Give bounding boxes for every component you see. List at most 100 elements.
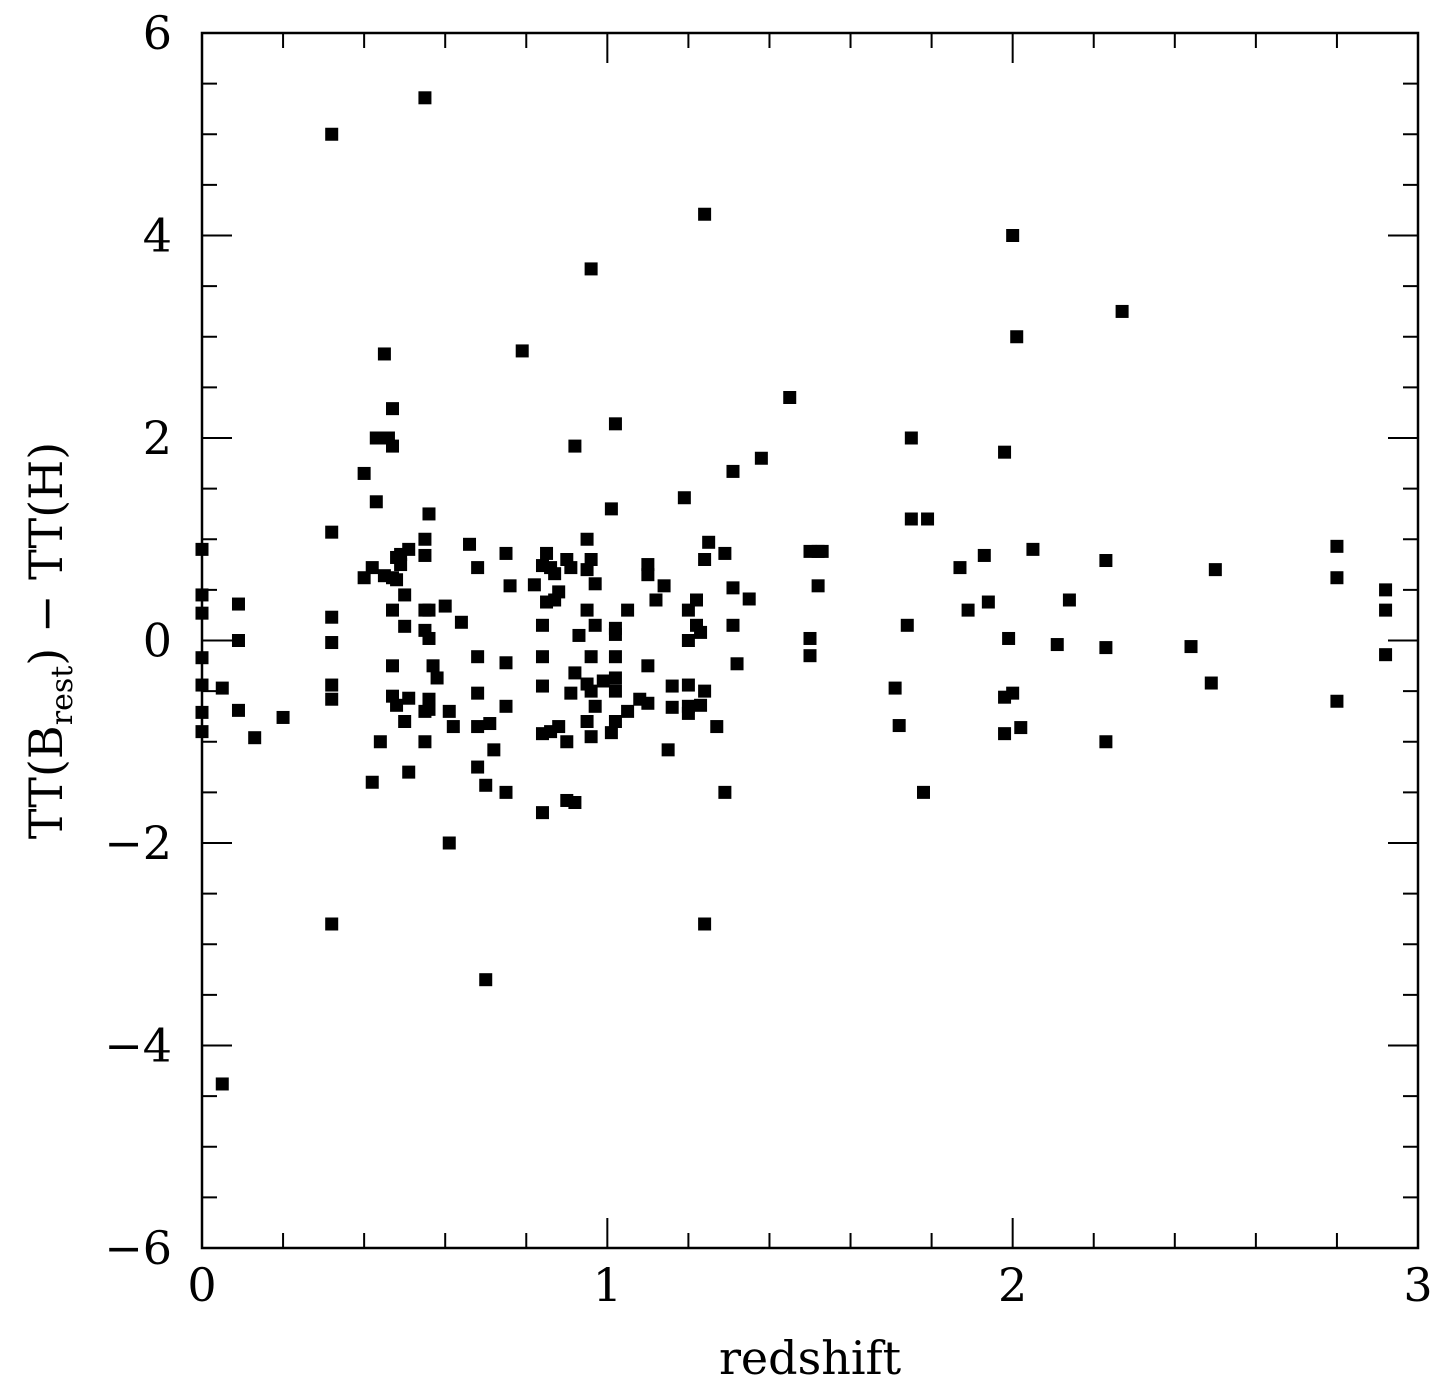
y-tick-label: −6: [104, 1221, 172, 1275]
x-tick-label: 1: [593, 1258, 622, 1312]
data-point: [580, 603, 594, 617]
data-point: [398, 715, 412, 728]
data-point: [580, 715, 594, 728]
data-point: [584, 650, 598, 664]
y-tick-label: 0: [143, 614, 172, 668]
data-point: [604, 502, 618, 516]
data-point: [552, 720, 566, 734]
data-point: [479, 973, 493, 987]
data-point: [803, 631, 817, 645]
data-point: [422, 603, 436, 617]
y-tick-label: −4: [104, 1019, 172, 1073]
data-point: [803, 649, 817, 663]
data-point: [418, 735, 432, 749]
data-point: [665, 679, 679, 693]
data-point: [572, 628, 586, 642]
data-point: [398, 588, 412, 602]
data-point: [471, 561, 485, 575]
data-point: [580, 563, 594, 577]
data-point: [552, 585, 566, 599]
data-point: [588, 699, 602, 713]
data-point: [487, 743, 501, 757]
data-point: [621, 603, 635, 617]
data-point: [710, 720, 724, 734]
data-point: [386, 402, 400, 416]
y-tick-label: 2: [143, 411, 172, 465]
data-point: [479, 778, 493, 792]
data-point: [921, 512, 935, 526]
data-point: [325, 610, 339, 624]
data-point: [698, 207, 712, 221]
data-point: [499, 699, 513, 713]
data-point: [1026, 542, 1040, 556]
data-point: [499, 656, 513, 670]
data-point: [394, 558, 408, 572]
y-axis-label-subscript: rest: [45, 666, 80, 726]
data-point: [694, 625, 708, 639]
data-point: [564, 561, 578, 575]
data-point: [357, 466, 371, 480]
data-point: [742, 592, 756, 606]
data-point: [471, 720, 485, 734]
data-point: [390, 698, 404, 712]
data-point: [698, 553, 712, 566]
data-point: [471, 650, 485, 664]
data-point: [608, 684, 622, 698]
data-point: [471, 760, 485, 774]
data-point: [373, 735, 387, 749]
data-point: [357, 571, 371, 585]
data-point: [815, 544, 829, 558]
data-point: [568, 796, 582, 809]
data-point: [608, 671, 622, 685]
data-point: [231, 703, 245, 717]
data-point: [402, 765, 416, 779]
data-point: [584, 553, 598, 566]
y-tick-label: −2: [104, 816, 172, 870]
data-point: [1379, 583, 1393, 597]
data-point: [608, 715, 622, 728]
data-point: [681, 678, 695, 692]
data-point: [998, 445, 1012, 459]
data-point: [1379, 648, 1393, 662]
data-point: [1099, 554, 1113, 568]
data-point: [681, 706, 695, 720]
data-point: [1204, 676, 1218, 690]
data-point: [702, 535, 716, 549]
y-tick-label: 6: [143, 6, 172, 60]
data-point: [726, 618, 740, 632]
data-point: [1099, 735, 1113, 749]
data-point: [1184, 640, 1198, 654]
x-tick-label: 2: [998, 1258, 1027, 1312]
data-point: [1330, 694, 1344, 708]
data-point: [641, 696, 655, 710]
data-point: [1115, 304, 1129, 318]
data-point: [998, 727, 1012, 741]
data-points: [195, 91, 1393, 1091]
data-point: [641, 568, 655, 582]
x-tick-label: 3: [1403, 1258, 1432, 1312]
data-point: [1099, 641, 1113, 655]
data-point: [681, 603, 695, 617]
data-point: [548, 567, 562, 581]
data-point: [580, 532, 594, 546]
data-point: [608, 417, 622, 431]
data-point: [402, 542, 416, 556]
data-point: [661, 743, 675, 757]
data-point: [422, 507, 436, 521]
data-point: [386, 603, 400, 617]
data-point: [690, 593, 704, 607]
data-point: [499, 546, 513, 560]
data-point: [365, 561, 379, 575]
data-point: [325, 678, 339, 692]
data-point: [718, 546, 732, 560]
data-point: [515, 344, 529, 358]
data-point: [248, 731, 262, 745]
data-point: [1006, 229, 1020, 242]
data-point: [564, 686, 578, 700]
data-point: [422, 702, 436, 716]
data-point: [677, 491, 691, 505]
data-point: [325, 636, 339, 650]
y-tick-label: 4: [143, 209, 172, 263]
data-point: [754, 451, 768, 465]
